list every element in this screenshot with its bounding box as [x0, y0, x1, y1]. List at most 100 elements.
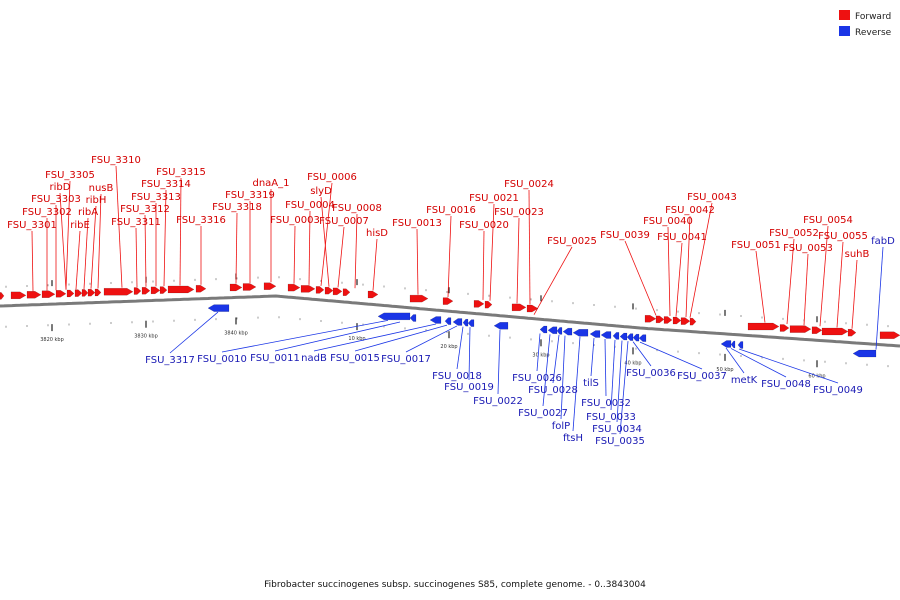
gene-arrow-fsu-3312[interactable] — [141, 286, 151, 295]
leader-line — [320, 182, 333, 286]
gene-label-tils: tilS — [583, 378, 599, 389]
gene-arrow-fsu-0042[interactable] — [680, 317, 691, 325]
leader-line — [169, 311, 219, 354]
backbone-layer — [0, 294, 900, 348]
gene-arrow-nadb[interactable] — [429, 316, 442, 324]
gene-arrow-fwd-edge[interactable] — [0, 292, 5, 300]
gene-label-fsu-0037: FSU_0037 — [677, 371, 727, 382]
gene-label-fsu-0020: FSU_0020 — [459, 220, 509, 231]
gene-arrow-fsu-3314[interactable] — [159, 286, 168, 294]
gene-arrow-fsu-0053[interactable] — [789, 325, 812, 333]
leader-line — [590, 338, 595, 377]
gene-arrow-fsu-3301[interactable] — [10, 291, 27, 300]
gene-arrow-fsu-0028[interactable] — [556, 327, 563, 335]
gene-arrow-fsu-0011[interactable] — [409, 314, 417, 322]
gene-arrow-fsu-0013[interactable] — [409, 294, 429, 303]
gene-arrow-fsu-3305[interactable] — [55, 290, 67, 298]
gene-label-fsu-3305: FSU_3305 — [45, 170, 95, 181]
gene-label-hisd: hisD — [366, 228, 388, 239]
gene-arrow-fsu-0021[interactable] — [484, 300, 493, 309]
gene-arrow-dnaa-1[interactable] — [263, 282, 277, 290]
gene-arrow-fsu-0027[interactable] — [547, 326, 558, 335]
gene-arrow-hisd[interactable] — [367, 290, 379, 299]
gene-arrow-fsu-0003[interactable] — [287, 283, 301, 292]
gene-arrow-suhb[interactable] — [847, 328, 857, 337]
leader-line — [313, 323, 437, 352]
gene-label-fsu-0041: FSU_0041 — [657, 232, 707, 243]
gene-arrow-fsu-3316[interactable] — [195, 284, 207, 293]
gene-label-fsu-0039: FSU_0039 — [600, 230, 650, 241]
gene-arrow-fsu-3311[interactable] — [133, 287, 142, 295]
gene-arrow-fsu-0055[interactable] — [821, 327, 849, 336]
gene-arrow-fsu-0008[interactable] — [342, 288, 351, 296]
gene-arrow-fsu-3302[interactable] — [26, 291, 42, 299]
gene-arrow-fsu-0007[interactable] — [332, 287, 343, 296]
gene-arrow-fsu-0034[interactable] — [619, 332, 628, 341]
gene-arrow-tils[interactable] — [589, 330, 601, 338]
gene-arrow-riba[interactable] — [81, 289, 89, 297]
gene-arrow-ribd[interactable] — [66, 289, 75, 298]
gene-arrow-fsu-0037[interactable] — [638, 334, 647, 342]
gene-arrow-fsu-0006[interactable] — [315, 286, 325, 294]
gene-arrow-fsu-0043[interactable] — [689, 317, 697, 326]
scale-label: 3820 kbp — [40, 337, 64, 343]
gene-arrow-fsu-3315[interactable] — [167, 285, 195, 294]
gene-arrow-fsu-3317[interactable] — [207, 304, 230, 312]
gene-arrow-folp[interactable] — [562, 327, 573, 336]
gene-arrow-fsu-0023[interactable] — [511, 303, 527, 312]
gene-arrow-fsu-0017[interactable] — [452, 318, 463, 326]
gene-arrow-fsu-0022[interactable] — [493, 322, 509, 330]
leader-line — [90, 205, 97, 289]
gene-label-fsu-0049: FSU_0049 — [813, 385, 863, 396]
gene-label-fsu-0021: FSU_0021 — [469, 193, 519, 204]
leader-line — [624, 240, 657, 316]
gene-arrow-fsu-0033[interactable] — [612, 332, 620, 340]
gene-arrow-fabd[interactable] — [852, 349, 877, 358]
gene-label-fsu-0011: FSU_0011 — [250, 353, 300, 364]
gene-arrow-fsu-0040[interactable] — [663, 316, 673, 324]
gene-arrow-fsu-0035[interactable] — [626, 333, 634, 341]
gene-arrow-fsu-3310[interactable] — [103, 287, 134, 296]
gene-arrow-fsu-0026[interactable] — [539, 325, 548, 334]
gene-arrow-slyd[interactable] — [324, 286, 334, 295]
gene-arrow-ribe[interactable] — [74, 289, 83, 297]
gene-arrow-fsu-0019[interactable] — [467, 319, 475, 327]
gene-arrow-fsu-0020[interactable] — [473, 300, 485, 308]
gene-arrow-fsu-0016[interactable] — [442, 297, 454, 305]
gene-arrow-fsu-0025[interactable] — [644, 314, 657, 323]
gene-arrow-fsu-0048[interactable] — [730, 340, 736, 349]
gene-arrow-fsu-0032[interactable] — [600, 331, 612, 339]
gene-label-fsu-3317: FSU_3317 — [145, 355, 195, 366]
gene-arrow-fsu-3319[interactable] — [242, 283, 257, 291]
gene-arrow-fsu-0039[interactable] — [655, 315, 665, 324]
gene-arrow-ftsh[interactable] — [572, 329, 589, 337]
gene-arrow-fsu-3313[interactable] — [150, 286, 161, 295]
gene-arrow-fsu-0051[interactable] — [747, 322, 780, 331]
leader-lines-layer — [31, 165, 884, 435]
gene-label-ribh: ribH — [86, 195, 107, 206]
gene-arrow-fsu-0049[interactable] — [737, 341, 744, 349]
gene-arrow-fsu-0052[interactable] — [779, 324, 790, 332]
gene-arrow-metk[interactable] — [720, 340, 732, 348]
gene-arrow-fsu-0018[interactable] — [462, 318, 469, 327]
gene-arrow-fsu-0024[interactable] — [526, 304, 539, 313]
gene-arrow-ribh[interactable] — [87, 288, 96, 297]
leader-line — [836, 241, 844, 328]
gene-arrow-fsu-0015[interactable] — [444, 317, 452, 325]
gene-arrow-fsu-0041[interactable] — [672, 316, 682, 325]
leader-line — [221, 319, 389, 353]
gene-arrow-fsu-0004[interactable] — [300, 285, 316, 293]
gene-label-fsu-0015: FSU_0015 — [330, 353, 380, 364]
gene-arrow-fsu-0036[interactable] — [632, 333, 640, 342]
gene-arrow-nusb[interactable] — [94, 288, 102, 297]
gene-arrow-fsu-0054[interactable] — [811, 326, 823, 335]
gene-label-fsu-0013: FSU_0013 — [392, 218, 442, 229]
gene-arrow-fsu-0010[interactable] — [377, 312, 411, 321]
gene-arrow-fwd-edge[interactable] — [879, 331, 900, 340]
leader-line — [604, 339, 607, 397]
leader-line — [83, 217, 89, 289]
leader-line — [851, 259, 858, 329]
gene-arrow-fsu-3318[interactable] — [229, 283, 243, 292]
gene-arrow-fsu-3303[interactable] — [41, 290, 56, 298]
